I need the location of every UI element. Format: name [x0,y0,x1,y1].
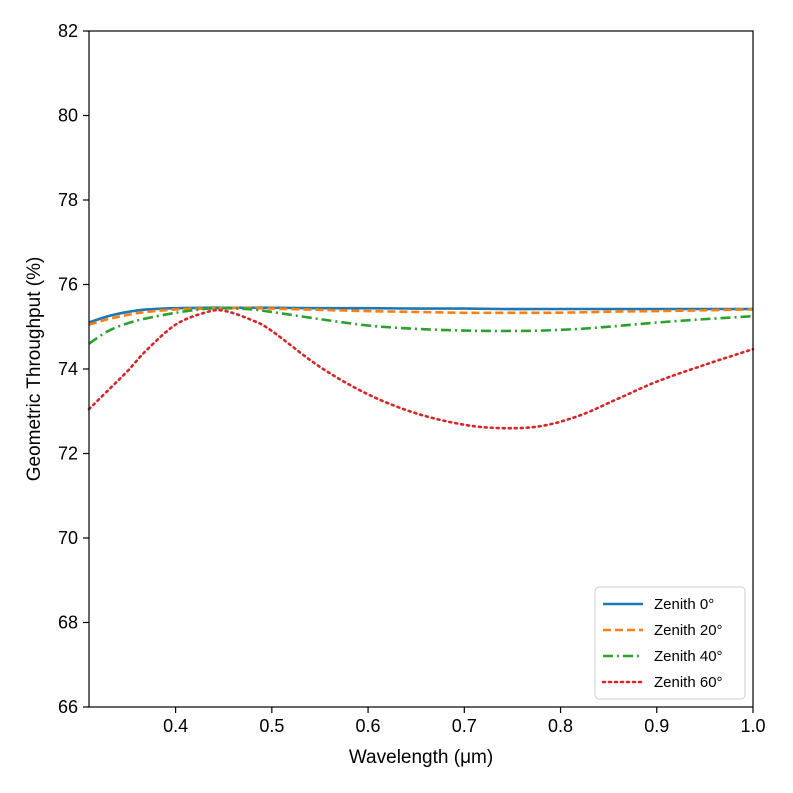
y-tick-label: 82 [58,21,78,41]
legend-label-3: Zenith 40° [654,648,723,665]
x-tick-label: 0.9 [644,716,669,736]
series-line-4 [87,308,755,430]
y-axis: 66 68 70 72 74 76 78 80 82 [58,21,89,717]
legend-label-2: Zenith 20° [654,622,723,639]
y-tick-label: 68 [58,613,78,633]
series-line-2 [88,306,754,326]
x-axis: 0.4 0.5 0.6 0.7 0.8 0.9 1.0 [163,707,766,736]
legend-label-4: Zenith 60° [654,674,723,691]
x-tick-label: 0.4 [163,716,188,736]
x-axis-label: Wavelength (μm) [349,747,493,768]
series-layer [87,306,755,430]
y-tick-label: 74 [58,359,78,379]
legend-box [594,586,746,700]
y-tick-label: 78 [58,190,78,210]
x-tick-label: 0.7 [452,716,477,736]
series-line-3 [88,306,754,345]
x-tick-label: 0.8 [548,716,573,736]
x-tick-label: 0.6 [356,716,381,736]
y-tick-label: 66 [58,697,78,717]
x-tick-label: 0.5 [259,716,284,736]
y-tick-label: 72 [58,444,78,464]
legend: Zenith 0° Zenith 20° Zenith 40° Zenith 60° [594,586,746,700]
series-line-1 [88,306,753,324]
y-tick-label: 80 [58,106,78,126]
y-axis-label: Geometric Throughput (%) [24,257,45,482]
x-tick-label: 1.0 [740,716,765,736]
legend-label-1: Zenith 0° [654,596,714,613]
y-tick-label: 76 [58,275,78,295]
y-tick-label: 70 [58,528,78,548]
